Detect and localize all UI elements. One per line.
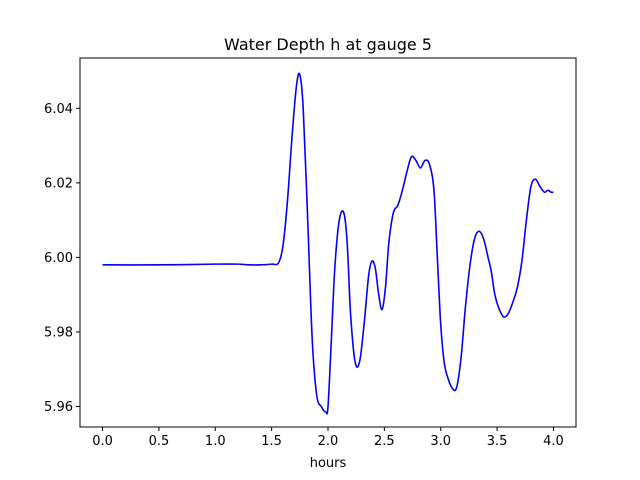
plot-area	[79, 57, 577, 428]
x-tick-label: 3.0	[430, 434, 451, 449]
y-tick-label: 5.98	[44, 325, 73, 340]
series-layer	[102, 72, 554, 415]
x-axis: 0.0 0.5 1.0 1.5 2.0 2.5 3.0 3.5 4.0	[92, 427, 564, 449]
y-tick-label: 6.04	[44, 102, 73, 117]
y-axis: 5.96 5.98 6.00 6.02 6.04	[44, 102, 80, 415]
x-tick-label: 2.0	[318, 434, 339, 449]
x-tick-label: 3.5	[487, 434, 508, 449]
x-tick-label: 0.0	[92, 434, 113, 449]
chart-title: Water Depth h at gauge 5	[224, 35, 432, 54]
x-tick-label: 4.0	[543, 434, 564, 449]
x-tick-label: 0.5	[149, 434, 170, 449]
y-tick-label: 6.02	[44, 176, 73, 191]
x-axis-label: hours	[310, 456, 347, 471]
y-tick-label: 5.96	[44, 400, 73, 415]
series-line	[102, 72, 554, 415]
x-tick-label: 1.0	[205, 434, 226, 449]
y-tick-label: 6.00	[44, 251, 73, 266]
x-tick-label: 2.5	[374, 434, 395, 449]
x-tick-label: 1.5	[261, 434, 282, 449]
